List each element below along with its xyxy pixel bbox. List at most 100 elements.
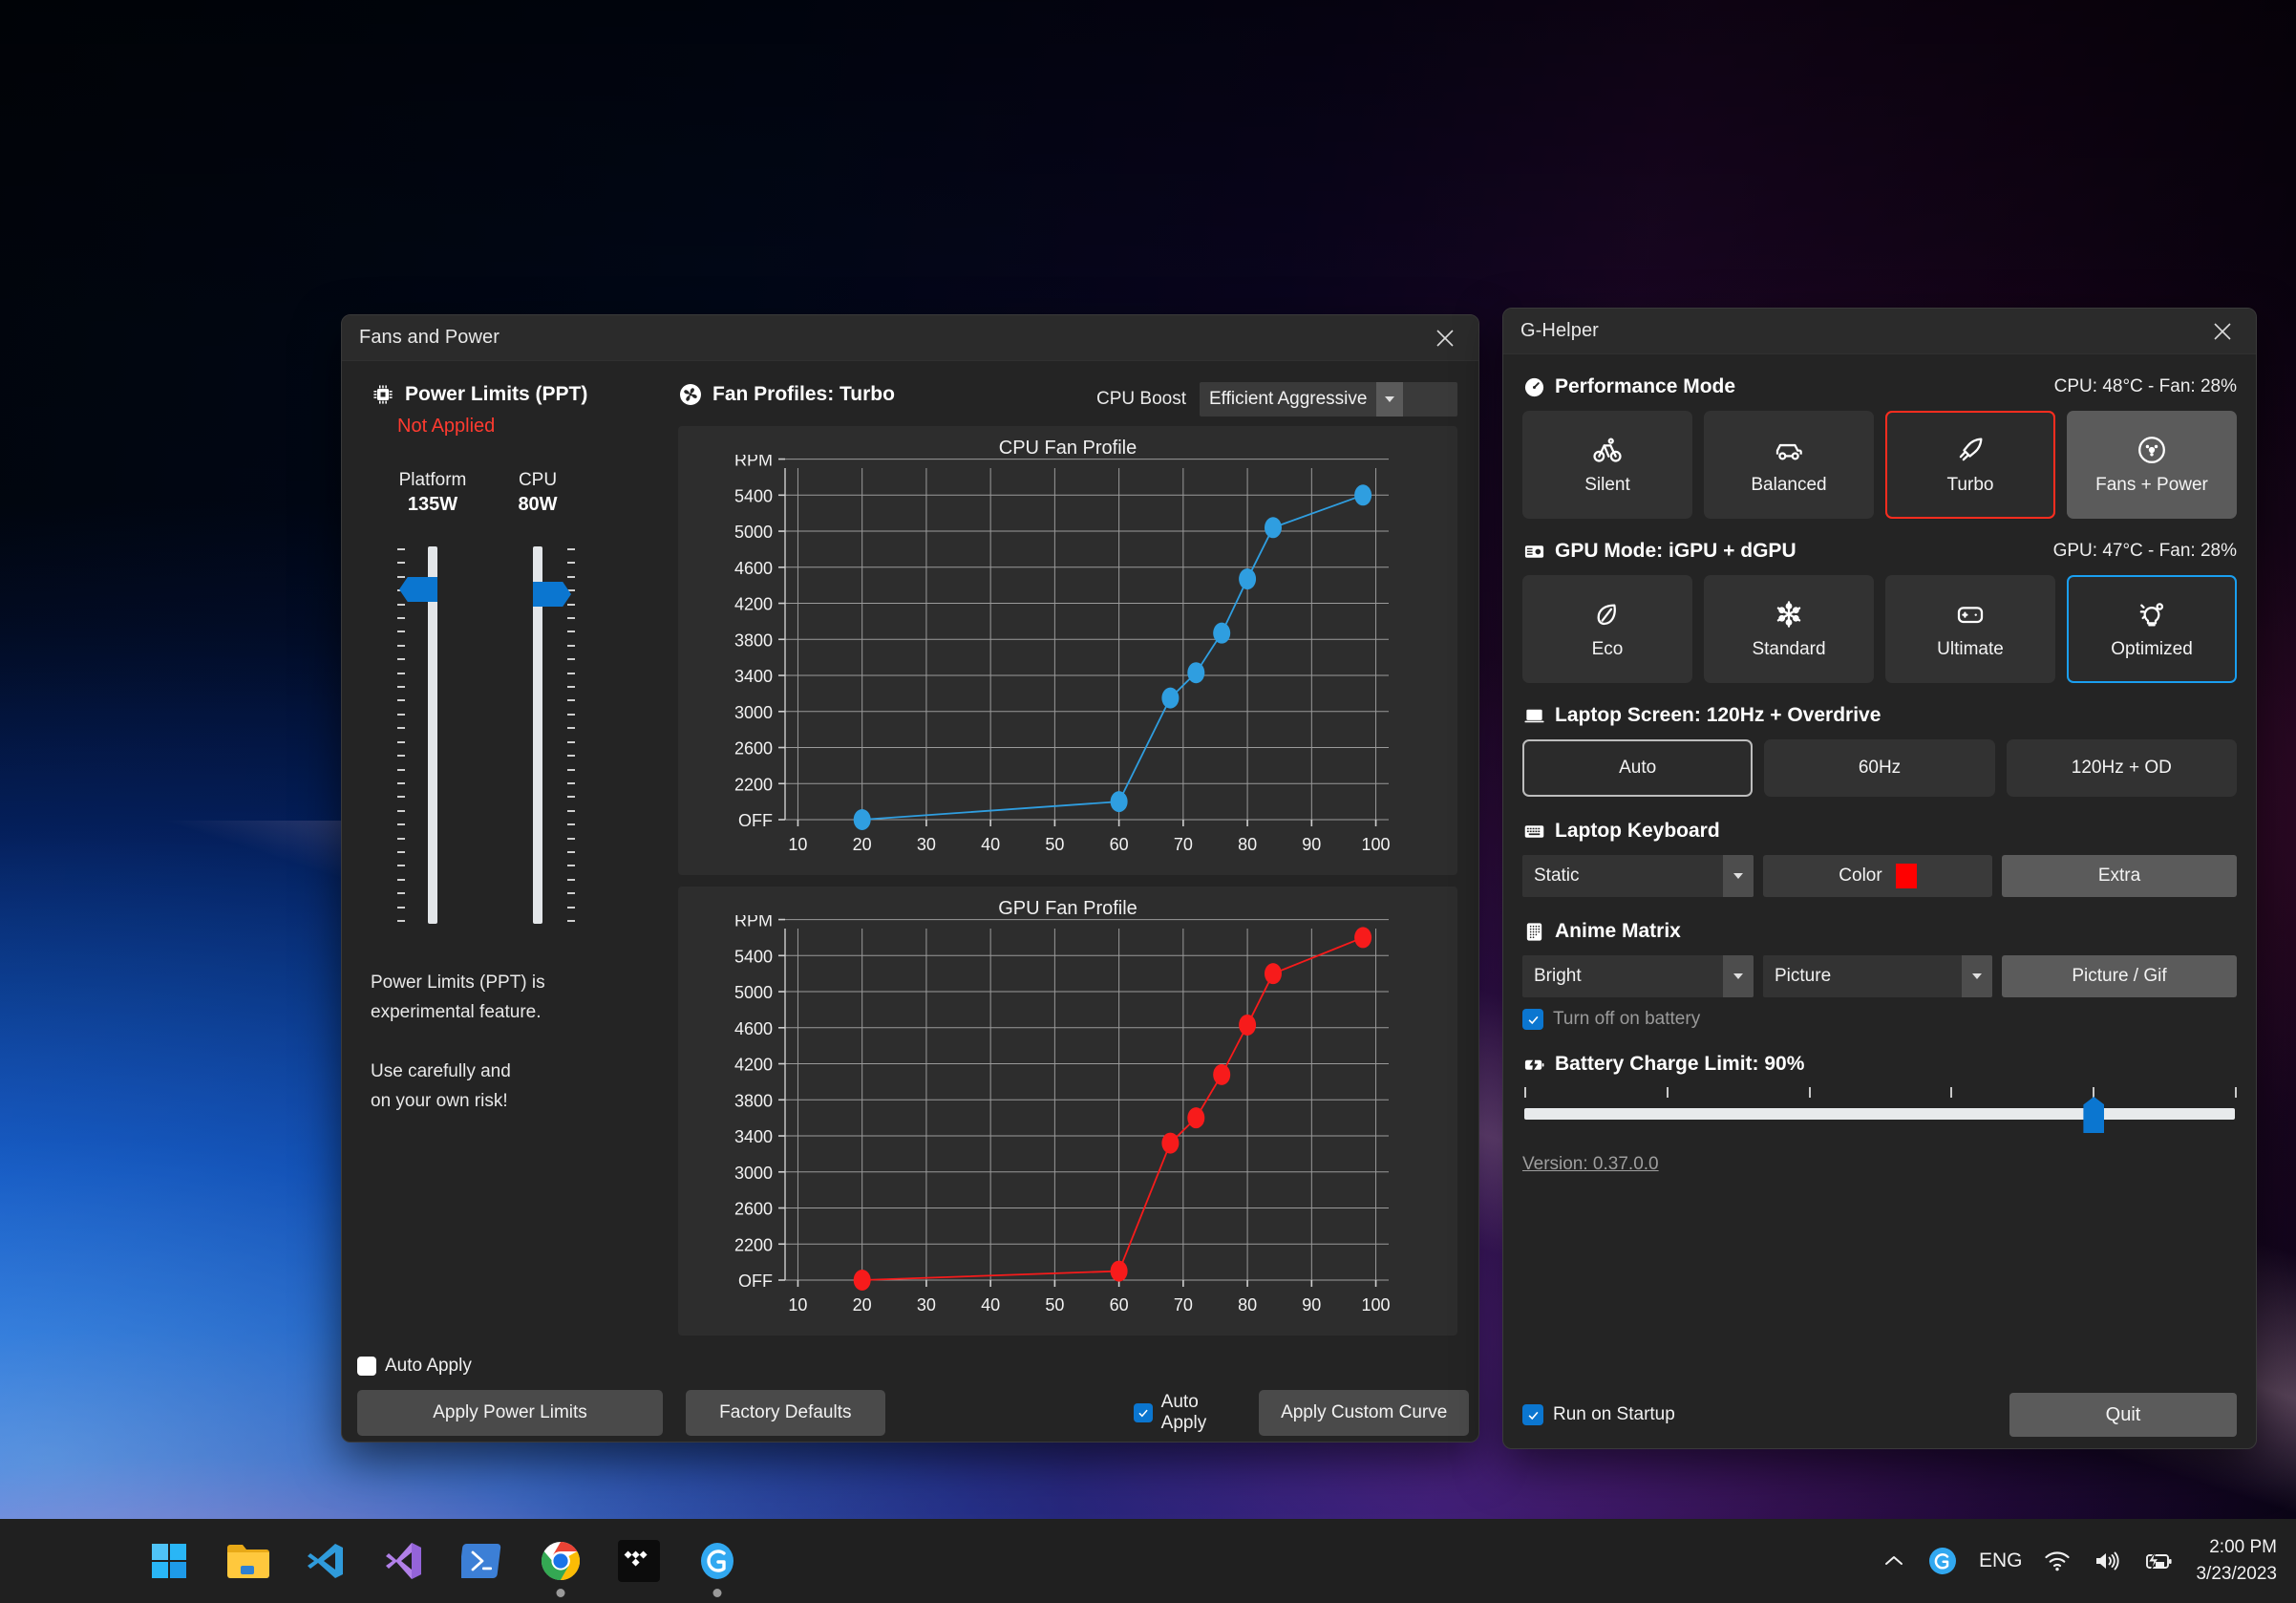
laptop-screen-header: Laptop Screen: 120Hz + Overdrive: [1522, 704, 2237, 727]
speedometer-icon: [1522, 375, 1545, 398]
anime-content-dropdown[interactable]: Picture: [1763, 955, 1992, 997]
svg-text:40: 40: [981, 1295, 1000, 1314]
close-icon[interactable]: [1415, 316, 1475, 360]
anime-picture-gif-button[interactable]: Picture / Gif: [2002, 955, 2237, 997]
gpu-fan-profile-chart[interactable]: GPU Fan Profile OFF 2200 2600 3000 3400 3800 4…: [678, 887, 1457, 1336]
anime-brightness-value: Bright: [1534, 966, 1582, 986]
performance-mode-silent-label: Silent: [1584, 475, 1630, 495]
keyboard-extra-button[interactable]: Extra: [2002, 855, 2237, 897]
cpu-power-slider[interactable]: [485, 533, 590, 930]
speaker-icon[interactable]: [2093, 1549, 2121, 1573]
g-helper-icon[interactable]: [691, 1535, 743, 1597]
svg-text:100: 100: [1362, 1295, 1391, 1314]
run-on-startup-box[interactable]: [1522, 1404, 1543, 1425]
battery-charge-icon: [1522, 1053, 1545, 1076]
cpu-status-readout: CPU: 48°C - Fan: 28%: [2053, 376, 2237, 396]
svg-text:2600: 2600: [734, 1200, 773, 1219]
version-link[interactable]: Version: 0.37.0.0: [1522, 1154, 1659, 1174]
g-helper-window: G-Helper Performance Mode CPU: 48°C - Fa…: [1502, 308, 2257, 1449]
anime-matrix-heading: Anime Matrix: [1522, 920, 1681, 943]
gpu-mode-standard-label: Standard: [1752, 639, 1826, 659]
performance-mode-heading: Performance Mode: [1522, 375, 1735, 398]
gpu-status-readout: GPU: 47°C - Fan: 28%: [2052, 541, 2237, 561]
cpu-slider-track: [533, 546, 542, 924]
fans-window-title: Fans and Power: [359, 327, 500, 348]
language-indicator[interactable]: ENG: [1978, 1550, 2023, 1571]
cpu-slider-thumb[interactable]: [533, 582, 571, 607]
anime-turn-off-battery-box[interactable]: [1522, 1009, 1543, 1030]
cpu-chart-title: CPU Fan Profile: [998, 438, 1137, 459]
car-icon: [1774, 434, 1804, 466]
visual-studio-icon[interactable]: [378, 1535, 430, 1587]
platform-power-slider[interactable]: [380, 533, 485, 930]
ghelper-footer: Run on Startup Quit: [1522, 1393, 2237, 1437]
gpu-mode-optimized[interactable]: Optimized: [2067, 575, 2237, 683]
screen-mode-60hz[interactable]: 60Hz: [1764, 739, 1995, 797]
svg-text:RPM: RPM: [734, 915, 773, 930]
chevron-down-icon[interactable]: [1376, 382, 1404, 417]
svg-text:5000: 5000: [734, 983, 773, 1002]
battery-slider-thumb[interactable]: [2083, 1097, 2105, 1133]
anime-brightness-dropdown[interactable]: Bright: [1522, 955, 1754, 997]
chevron-down-icon[interactable]: [1723, 955, 1754, 997]
performance-mode-turbo[interactable]: Turbo: [1885, 411, 2055, 519]
performance-mode-buttons: Silent Balanced Turbo Fans + Power: [1522, 411, 2237, 519]
gpu-mode-standard[interactable]: Standard: [1704, 575, 1874, 683]
screen-mode-auto[interactable]: Auto: [1522, 739, 1754, 797]
anime-matrix-header: Anime Matrix: [1522, 920, 2237, 943]
keyboard-mode-dropdown[interactable]: Static: [1522, 855, 1754, 897]
power-auto-apply-box[interactable]: [357, 1357, 376, 1376]
anime-turn-off-battery-checkbox[interactable]: Turn off on battery: [1522, 1009, 2237, 1030]
svg-text:4600: 4600: [734, 1019, 773, 1038]
keyboard-color-button[interactable]: Color: [1763, 855, 1992, 897]
svg-text:90: 90: [1302, 1295, 1321, 1314]
svg-text:2200: 2200: [734, 775, 773, 794]
tidal-icon[interactable]: [613, 1535, 665, 1587]
cpu-fan-profile-chart[interactable]: CPU Fan Profile OFF 2200 2600 3000 3400 3800 4…: [678, 426, 1457, 875]
gpu-mode-eco-label: Eco: [1591, 639, 1624, 659]
wifi-icon[interactable]: [2043, 1549, 2072, 1573]
g-helper-tray-icon[interactable]: [1927, 1546, 1958, 1576]
chevron-up-icon[interactable]: [1881, 1549, 1906, 1573]
platform-slider-thumb[interactable]: [399, 577, 437, 602]
gpu-mode-ultimate[interactable]: Ultimate: [1885, 575, 2055, 683]
power-auto-apply-label: Auto Apply: [385, 1356, 472, 1376]
chrome-icon[interactable]: [535, 1535, 586, 1597]
screen-mode-120hz-od[interactable]: 120Hz + OD: [2006, 739, 2237, 797]
gpu-mode-eco[interactable]: Eco: [1522, 575, 1692, 683]
powershell-icon[interactable]: [457, 1535, 508, 1587]
cpu-boost-dropdown[interactable]: Efficient Aggressive: [1200, 382, 1457, 417]
power-limits-warning: Power Limits (PPT) is experimental featu…: [371, 972, 545, 1111]
performance-mode-fans-power[interactable]: Fans + Power: [2067, 411, 2237, 519]
curve-auto-apply-box[interactable]: [1133, 1403, 1153, 1422]
quit-button[interactable]: Quit: [2009, 1393, 2237, 1437]
fan-profiles-title: Fan Profiles: Turbo: [712, 383, 895, 405]
close-icon[interactable]: [2193, 310, 2252, 353]
start-button[interactable]: [143, 1535, 195, 1587]
vscode-icon[interactable]: [300, 1535, 351, 1587]
fan-icon: [678, 382, 703, 407]
battery-limit-heading: Battery Charge Limit: 90%: [1522, 1053, 1804, 1076]
ghelper-titlebar: G-Helper: [1503, 309, 2256, 354]
svg-text:30: 30: [917, 835, 936, 854]
gpu-mode-title: GPU Mode: iGPU + dGPU: [1555, 540, 1796, 562]
svg-text:3800: 3800: [734, 1091, 773, 1110]
keyboard-color-swatch[interactable]: [1895, 864, 1917, 888]
apply-power-limits-button[interactable]: Apply Power Limits: [357, 1390, 663, 1436]
svg-text:2200: 2200: [734, 1235, 773, 1254]
factory-defaults-button[interactable]: Factory Defaults: [686, 1390, 885, 1436]
clock[interactable]: 2:00 PM 3/23/2023: [2196, 1534, 2283, 1588]
chevron-down-icon[interactable]: [1962, 955, 1992, 997]
curve-auto-apply-checkbox[interactable]: Auto Apply: [1133, 1392, 1239, 1434]
performance-mode-balanced[interactable]: Balanced: [1704, 411, 1874, 519]
battery-charging-icon[interactable]: [2142, 1550, 2175, 1572]
taskbar-items: [143, 1535, 743, 1597]
chevron-down-icon[interactable]: [1723, 855, 1754, 897]
apply-custom-curve-button[interactable]: Apply Custom Curve: [1259, 1390, 1470, 1436]
power-auto-apply-checkbox[interactable]: Auto Apply: [357, 1356, 672, 1377]
file-explorer-icon[interactable]: [222, 1535, 273, 1587]
performance-mode-silent[interactable]: Silent: [1522, 411, 1692, 519]
run-on-startup-checkbox[interactable]: Run on Startup: [1522, 1404, 1675, 1425]
battery-limit-slider[interactable]: [1522, 1087, 2237, 1139]
svg-text:20: 20: [853, 835, 872, 854]
